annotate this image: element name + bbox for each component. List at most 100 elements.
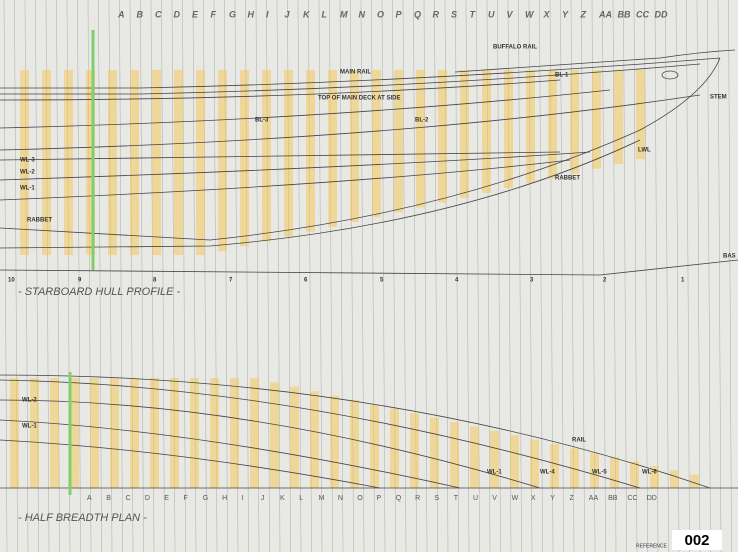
column-letter: D [145, 495, 150, 502]
profile-label: BL-3 [255, 118, 269, 124]
stripe [270, 382, 279, 488]
profile-label: BL-2 [415, 118, 429, 124]
column-letter: D [174, 9, 181, 19]
plan-label: WL-2 [22, 398, 37, 404]
stripe [152, 70, 161, 255]
column-letter: N [359, 9, 366, 19]
stripe [310, 391, 319, 488]
stripe [410, 413, 419, 488]
stripe [394, 70, 403, 212]
column-letter: AA [589, 495, 599, 502]
column-letter: CC [636, 9, 649, 19]
column-letter: V [492, 495, 497, 502]
stripe [416, 70, 425, 207]
column-letter: X [531, 495, 536, 502]
profile-title: - STARBOARD HULL PROFILE - [18, 286, 181, 298]
plan-label: WL-6 [642, 470, 657, 476]
stripe [90, 378, 99, 488]
profile-label: WL-2 [20, 170, 35, 176]
page: 002 REFERENCE - STARBOARD HULL PROFILE -… [0, 0, 738, 552]
column-letter: J [261, 495, 265, 502]
column-letter: Z [580, 9, 587, 19]
stripe [636, 70, 645, 159]
column-letter: Y [562, 9, 569, 19]
stripe [10, 378, 19, 488]
column-letter: B [137, 9, 144, 19]
column-letter: B [106, 495, 111, 502]
stripe [30, 378, 39, 488]
profile-label: STEM [710, 95, 727, 101]
column-letter: A [87, 495, 92, 502]
stripe [190, 378, 199, 488]
column-letter: CC [627, 495, 637, 502]
column-letter: Y [550, 495, 555, 502]
column-letter: G [203, 495, 208, 502]
column-letter: F [184, 495, 188, 502]
stripe [504, 70, 513, 188]
plan-label: WL-5 [592, 470, 607, 476]
stripe [50, 378, 59, 488]
column-letter: W [512, 495, 519, 502]
column-letter: R [433, 9, 440, 19]
badge: 002 [684, 532, 709, 549]
profile-label: BAS [723, 254, 736, 260]
column-letter: U [473, 495, 478, 502]
column-letter: BB [618, 9, 631, 19]
profile-label: MAIN RAIL [340, 70, 371, 76]
profile-label: BUFFALO RAIL [493, 45, 537, 51]
column-letter: O [377, 9, 384, 19]
stripe [130, 378, 139, 488]
stripe [450, 422, 459, 488]
column-letter: Z [570, 495, 575, 502]
stripe [482, 70, 491, 193]
stripe [370, 404, 379, 488]
column-letter: G [229, 9, 236, 19]
stripe [490, 431, 499, 488]
column-letter: V [507, 9, 514, 19]
column-letter: S [451, 9, 457, 19]
stripe [230, 378, 239, 488]
column-letter: BB [608, 495, 618, 502]
stripe [330, 396, 339, 488]
stripe [592, 70, 601, 169]
column-letter: A [117, 9, 125, 19]
column-letter: H [222, 495, 227, 502]
profile-label: RABBET [27, 218, 52, 224]
stripe [110, 378, 119, 488]
column-letter: U [488, 9, 495, 19]
column-letter: P [396, 9, 403, 19]
column-letter: N [338, 495, 343, 502]
stripe [372, 70, 381, 217]
column-letter: K [280, 495, 285, 502]
column-letter: F [211, 9, 217, 19]
note: REFERENCE [636, 543, 668, 549]
stripe [430, 418, 439, 488]
stripe [170, 378, 179, 488]
stripe [210, 378, 219, 488]
profile-label: TOP OF MAIN DECK AT SIDE [318, 96, 400, 102]
column-letter: C [126, 495, 131, 502]
stripe [130, 70, 139, 255]
stripe [470, 426, 479, 488]
column-letter: L [322, 9, 328, 19]
stripe [460, 70, 469, 198]
column-letter: E [192, 9, 199, 19]
profile-label: RABBET [555, 176, 580, 182]
stripe [530, 440, 539, 488]
column-letter: AA [598, 9, 612, 19]
station-number: 10 [8, 278, 15, 284]
column-letter: Q [414, 9, 421, 19]
profile-label: BL-1 [555, 73, 569, 79]
column-letter: M [340, 9, 348, 19]
stripe [670, 470, 679, 488]
column-letter: C [155, 9, 162, 19]
column-letter: T [454, 495, 459, 502]
stripe [610, 457, 619, 488]
profile-label: WL-1 [20, 186, 35, 192]
plan-label: WL-1 [487, 470, 502, 476]
column-letter: O [357, 495, 363, 502]
stripe [630, 462, 639, 488]
stripe [250, 378, 259, 488]
stripe [108, 70, 117, 255]
stripe [526, 70, 535, 183]
